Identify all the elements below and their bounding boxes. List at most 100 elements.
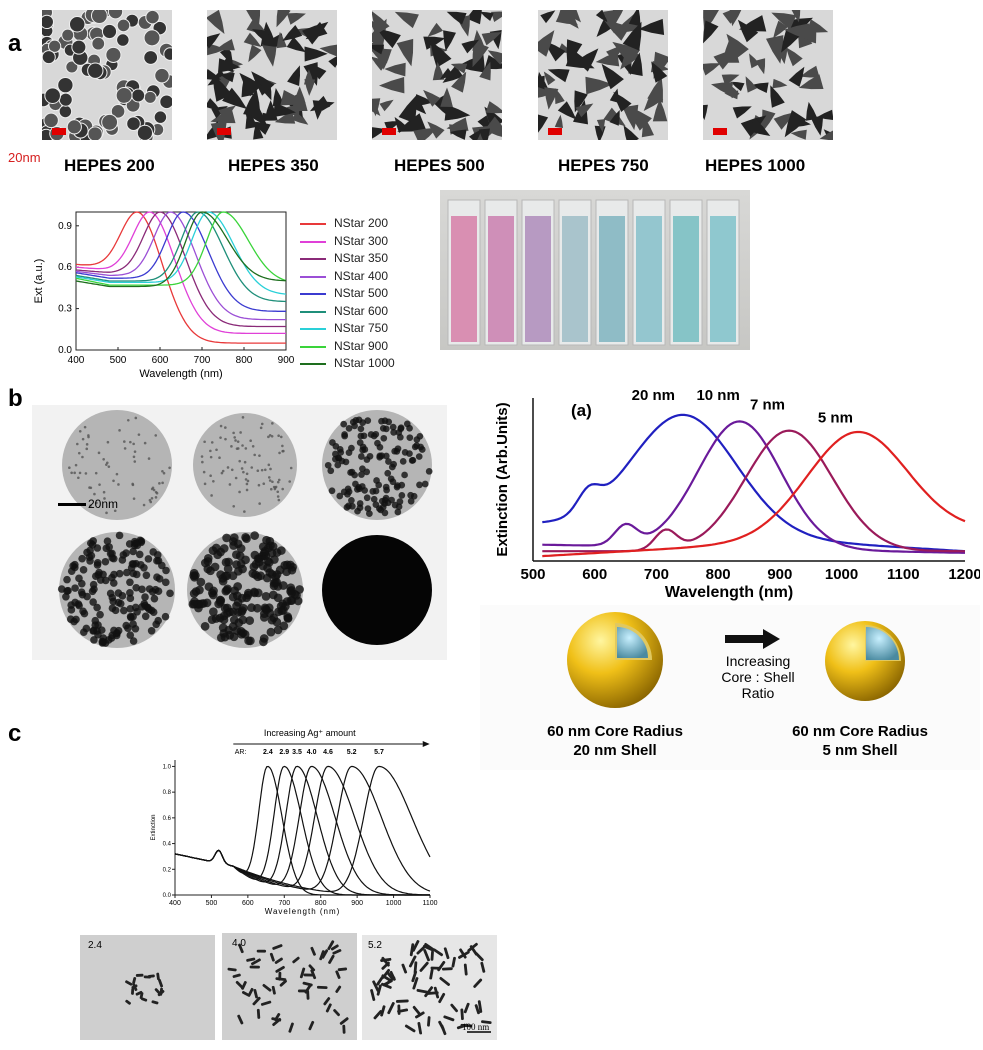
legend-swatch bbox=[300, 345, 326, 348]
arrow-label-increasing: Increasing bbox=[725, 653, 791, 669]
ar-series-line bbox=[174, 765, 430, 896]
left-core-label: 60 nm Core Radius bbox=[547, 723, 683, 740]
y-tick-label: 0.6 bbox=[58, 262, 72, 273]
ar-series-line bbox=[174, 765, 431, 893]
legend-swatch bbox=[300, 275, 326, 278]
series-line-nstar-300 bbox=[75, 211, 286, 335]
legend-swatch bbox=[300, 363, 326, 365]
x-tick-label: 900 bbox=[278, 355, 295, 366]
y-axis-label: Extinction (Arb.Units) bbox=[494, 402, 511, 556]
x-tick-label: 500 bbox=[520, 566, 545, 583]
legend-label: NStar 600 bbox=[334, 303, 389, 318]
cuvette-solution bbox=[710, 216, 736, 342]
cuvette-solution bbox=[673, 216, 699, 342]
legend-label: NStar 1000 bbox=[334, 356, 395, 370]
cuvette-solution bbox=[636, 216, 662, 342]
x-tick-label: 700 bbox=[278, 900, 290, 907]
x-tick-label: 1000 bbox=[386, 900, 402, 907]
nanoparticle-tem-panel: 20nm bbox=[32, 405, 447, 660]
x-tick-label: 800 bbox=[236, 355, 253, 366]
tem-image-hepes-2 bbox=[207, 10, 337, 140]
ar-prefix: AR: bbox=[235, 749, 247, 756]
x-tick-label: 700 bbox=[194, 355, 211, 366]
series-label: 7 nm bbox=[750, 397, 785, 414]
legend-swatch bbox=[300, 223, 326, 225]
cuvette-solution bbox=[451, 216, 477, 342]
series-line-5nm bbox=[542, 430, 966, 558]
tem-image-hepes-1 bbox=[42, 10, 172, 140]
series-line-nstar-350 bbox=[75, 211, 286, 328]
x-tick-label: 600 bbox=[242, 900, 254, 907]
scale-label-b: 20nm bbox=[88, 497, 119, 511]
cuvette-photo bbox=[440, 190, 750, 350]
cuvette-solution bbox=[488, 216, 514, 342]
legend-item: NStar 400 bbox=[300, 268, 420, 286]
ar-series-line bbox=[174, 765, 430, 896]
tem-label-hepes-350: HEPES 350 bbox=[228, 156, 319, 175]
panel-letter-a: a bbox=[8, 30, 22, 57]
legend-item: NStar 900 bbox=[300, 338, 420, 356]
series-line-20nm bbox=[542, 413, 966, 553]
nanoparticle-tem bbox=[322, 535, 432, 645]
x-tick-label: 800 bbox=[706, 566, 731, 583]
x-tick-label: 600 bbox=[152, 355, 169, 366]
scale-label-a: 20nm bbox=[8, 150, 41, 165]
ar-value-label: 2.4 bbox=[263, 749, 273, 756]
tem-label-hepes-1000: HEPES 1000 bbox=[705, 156, 806, 175]
x-tick-label: 1200 bbox=[948, 566, 980, 583]
rod-label-4-0: 4.0 bbox=[232, 938, 246, 949]
legend-label: NStar 400 bbox=[334, 268, 389, 283]
y-tick-label: 0.4 bbox=[163, 842, 172, 848]
x-axis-label: Wavelength (nm) bbox=[139, 368, 222, 380]
legend-item: NStar 200 bbox=[300, 215, 420, 233]
rod-tem-image bbox=[80, 935, 215, 1040]
x-tick-label: 800 bbox=[315, 900, 327, 907]
legend-swatch bbox=[300, 310, 326, 313]
series-line-nstar-400 bbox=[75, 211, 286, 321]
series-line-nstar-1000 bbox=[75, 211, 287, 288]
legend-swatch bbox=[300, 240, 326, 243]
nanoparticle-tem bbox=[193, 413, 297, 517]
core-shell-sphere-thick-icon bbox=[567, 612, 663, 708]
ar-value-label: 4.0 bbox=[307, 749, 317, 756]
y-axis-label: Ext (a.u.) bbox=[33, 259, 45, 304]
y-tick-label: 0.0 bbox=[58, 345, 72, 356]
core-shell-sphere-thin-icon bbox=[825, 621, 905, 701]
tem-label-hepes-500: HEPES 500 bbox=[394, 156, 485, 175]
y-tick-label: 0.6 bbox=[163, 816, 172, 822]
x-tick-label: 400 bbox=[169, 900, 181, 907]
x-tick-label: 600 bbox=[582, 566, 607, 583]
x-tick-label: 1100 bbox=[887, 566, 920, 583]
ar-value-label: 5.7 bbox=[374, 749, 384, 756]
rod-label-2-4: 2.4 bbox=[88, 940, 102, 951]
ar-value-label: 2.9 bbox=[279, 749, 289, 756]
legend-label: NStar 300 bbox=[334, 233, 389, 248]
chart-b-title: (a) bbox=[571, 401, 592, 420]
arrow-label-ratio: Core : Shell Ratio bbox=[721, 669, 795, 701]
legend-swatch bbox=[300, 293, 326, 295]
series-line-10nm bbox=[542, 420, 965, 554]
cuvette-solution bbox=[599, 216, 625, 342]
rod-tem-image bbox=[222, 933, 357, 1040]
x-tick-label: 500 bbox=[110, 355, 127, 366]
arrow-right-icon bbox=[422, 741, 430, 747]
right-core-label: 60 nm Core Radius bbox=[792, 723, 928, 740]
legend-swatch bbox=[300, 258, 326, 260]
scale-bar bbox=[58, 503, 86, 506]
legend-item: NStar 1000 bbox=[300, 355, 420, 373]
y-tick-label: 0.0 bbox=[163, 893, 172, 899]
legend-label: NStar 750 bbox=[334, 321, 389, 335]
y-tick-label: 0.3 bbox=[58, 304, 72, 315]
x-axis-label: Wavelength (nm) bbox=[665, 584, 793, 601]
core-shell-schematic: Increasing Core : Shell Ratio 60 nm Core… bbox=[480, 605, 980, 770]
tem-image-hepes-4 bbox=[538, 10, 668, 140]
tem-image-hepes-3 bbox=[372, 10, 502, 140]
tem-label-hepes-750: HEPES 750 bbox=[558, 156, 649, 175]
x-tick-label: 900 bbox=[351, 900, 363, 907]
x-tick-label: 1100 bbox=[422, 900, 437, 907]
y-tick-label: 0.8 bbox=[163, 790, 172, 796]
nanorod-extinction-chart: 400 500 600 700 800 900 1000 1100 0.0 0.2 0.4 0.6 0.… bbox=[151, 728, 438, 916]
series-line-7nm bbox=[542, 429, 965, 553]
legend-item: NStar 750 bbox=[300, 320, 420, 338]
series-label: 20 nm bbox=[632, 388, 675, 404]
